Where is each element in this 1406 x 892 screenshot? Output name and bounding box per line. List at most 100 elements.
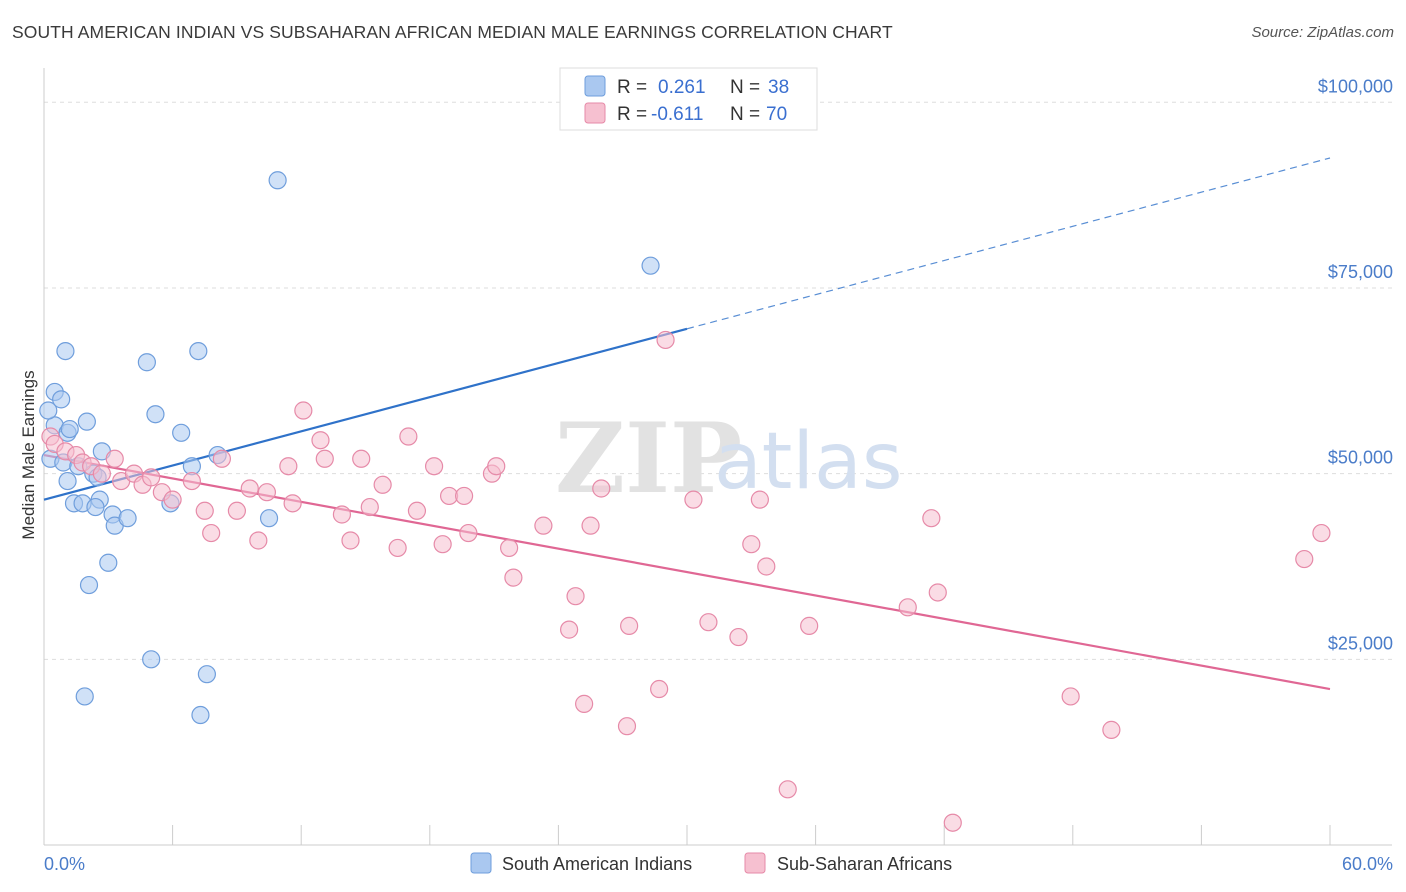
data-point-pink bbox=[750, 490, 769, 509]
y-tick-label: $25,000 bbox=[1328, 633, 1393, 653]
series-legend-swatch-pink bbox=[744, 852, 766, 874]
data-point-pink bbox=[257, 483, 277, 502]
data-point-pink bbox=[407, 501, 427, 520]
legend-r-label-0: R = bbox=[617, 77, 647, 98]
watermark-atlas: atlas bbox=[714, 417, 903, 507]
data-point-blue bbox=[137, 353, 156, 372]
data-point-pink bbox=[240, 479, 259, 498]
data-point-pink bbox=[195, 501, 214, 520]
data-point-pink bbox=[742, 535, 761, 554]
data-point-pink bbox=[729, 627, 748, 647]
data-point-blue bbox=[189, 341, 208, 361]
y-tick-label: $75,000 bbox=[1328, 262, 1393, 282]
data-point-pink bbox=[566, 587, 585, 606]
data-point-pink bbox=[656, 330, 675, 350]
data-point-pink bbox=[757, 557, 776, 576]
data-point-pink bbox=[620, 616, 639, 635]
data-point-blue bbox=[118, 509, 137, 528]
x-tick-label-max: 60.0% bbox=[1342, 854, 1393, 874]
data-point-pink bbox=[92, 464, 111, 483]
data-point-blue bbox=[172, 423, 191, 442]
data-point-pink bbox=[388, 538, 407, 558]
data-point-pink bbox=[373, 475, 392, 494]
data-point-pink bbox=[800, 616, 819, 635]
y-axis-title: Median Male Earnings bbox=[19, 370, 38, 539]
data-point-blue bbox=[75, 687, 94, 706]
data-point-blue bbox=[99, 553, 118, 572]
data-point-pink bbox=[778, 780, 797, 799]
x-tick-labels: 0.0% 60.0% bbox=[44, 854, 1393, 874]
series-legend-label-1: Sub-Saharan Africans bbox=[777, 854, 952, 874]
legend-n-label-1: N = bbox=[730, 104, 760, 125]
data-point-blue bbox=[39, 401, 58, 420]
legend-n-value-1: 70 bbox=[766, 104, 787, 125]
series-legend-label-0: South American Indians bbox=[502, 854, 692, 874]
y-tick-label: $50,000 bbox=[1328, 448, 1393, 468]
data-point-pink bbox=[922, 509, 941, 528]
data-point-blue bbox=[86, 497, 105, 517]
data-point-blue bbox=[52, 390, 71, 409]
chart-title: SOUTH AMERICAN INDIAN VS SUBSAHARAN AFRI… bbox=[12, 22, 893, 42]
data-point-blue bbox=[77, 412, 96, 431]
data-point-pink bbox=[581, 516, 600, 535]
data-point-pink bbox=[500, 538, 519, 558]
data-point-pink bbox=[360, 497, 379, 517]
data-point-pink bbox=[311, 431, 330, 450]
data-point-blue bbox=[268, 171, 287, 190]
data-point-pink bbox=[182, 471, 201, 491]
data-point-pink bbox=[249, 531, 268, 550]
data-point-pink bbox=[163, 490, 182, 509]
data-point-pink bbox=[142, 468, 161, 487]
data-point-blue bbox=[58, 471, 77, 491]
points-layer bbox=[39, 171, 1331, 832]
data-point-pink bbox=[592, 479, 611, 498]
y-tick-labels: $25,000 $50,000 $75,000 $100,000 bbox=[1318, 76, 1393, 653]
data-point-blue bbox=[641, 256, 660, 275]
data-point-pink bbox=[504, 568, 523, 587]
data-point-pink bbox=[315, 449, 334, 468]
data-point-pink bbox=[105, 449, 124, 468]
data-point-blue bbox=[56, 341, 75, 361]
watermark-zip: ZIP bbox=[555, 402, 742, 515]
data-point-pink bbox=[617, 717, 637, 736]
data-point-pink bbox=[1061, 687, 1080, 706]
data-point-blue bbox=[79, 575, 99, 595]
x-tick-label-min: 0.0% bbox=[44, 854, 85, 874]
data-point-blue bbox=[191, 705, 210, 725]
data-point-blue bbox=[259, 509, 279, 528]
data-point-pink bbox=[352, 449, 371, 468]
data-point-pink bbox=[943, 813, 962, 832]
data-point-pink bbox=[332, 505, 352, 524]
y-tick-label: $100,000 bbox=[1318, 76, 1393, 96]
data-point-pink bbox=[487, 457, 506, 476]
grid-layer bbox=[44, 101, 1392, 660]
data-point-pink bbox=[424, 457, 444, 476]
trendline-blue-dashed bbox=[686, 157, 1331, 330]
data-point-pink bbox=[459, 523, 478, 543]
legend-r-label-1: R = bbox=[617, 104, 647, 125]
data-point-pink bbox=[534, 516, 553, 535]
stats-legend: R = 0.261 N = 38 R = -0.611 N = 70 bbox=[559, 67, 818, 131]
data-point-pink bbox=[341, 531, 360, 550]
series-legend-swatch-blue bbox=[470, 852, 492, 874]
data-point-pink bbox=[928, 583, 947, 602]
watermark: ZIP atlas bbox=[555, 402, 903, 515]
data-point-pink bbox=[283, 494, 302, 513]
legend-n-label-0: N = bbox=[730, 77, 760, 98]
data-point-blue bbox=[146, 405, 165, 424]
data-point-pink bbox=[575, 694, 594, 713]
series-legend: South American Indians Sub-Saharan Afric… bbox=[470, 852, 952, 874]
legend-n-value-0: 38 bbox=[768, 77, 789, 98]
data-point-pink bbox=[1312, 523, 1331, 543]
data-point-pink bbox=[202, 523, 221, 543]
data-point-pink bbox=[560, 620, 579, 639]
legend-swatch-blue bbox=[584, 75, 606, 97]
data-point-blue bbox=[60, 419, 79, 439]
data-point-pink bbox=[1102, 720, 1121, 739]
data-point-blue bbox=[142, 650, 161, 669]
data-point-pink bbox=[684, 490, 703, 509]
data-point-pink bbox=[433, 535, 452, 554]
data-point-pink bbox=[454, 486, 474, 506]
data-point-pink bbox=[898, 598, 917, 617]
